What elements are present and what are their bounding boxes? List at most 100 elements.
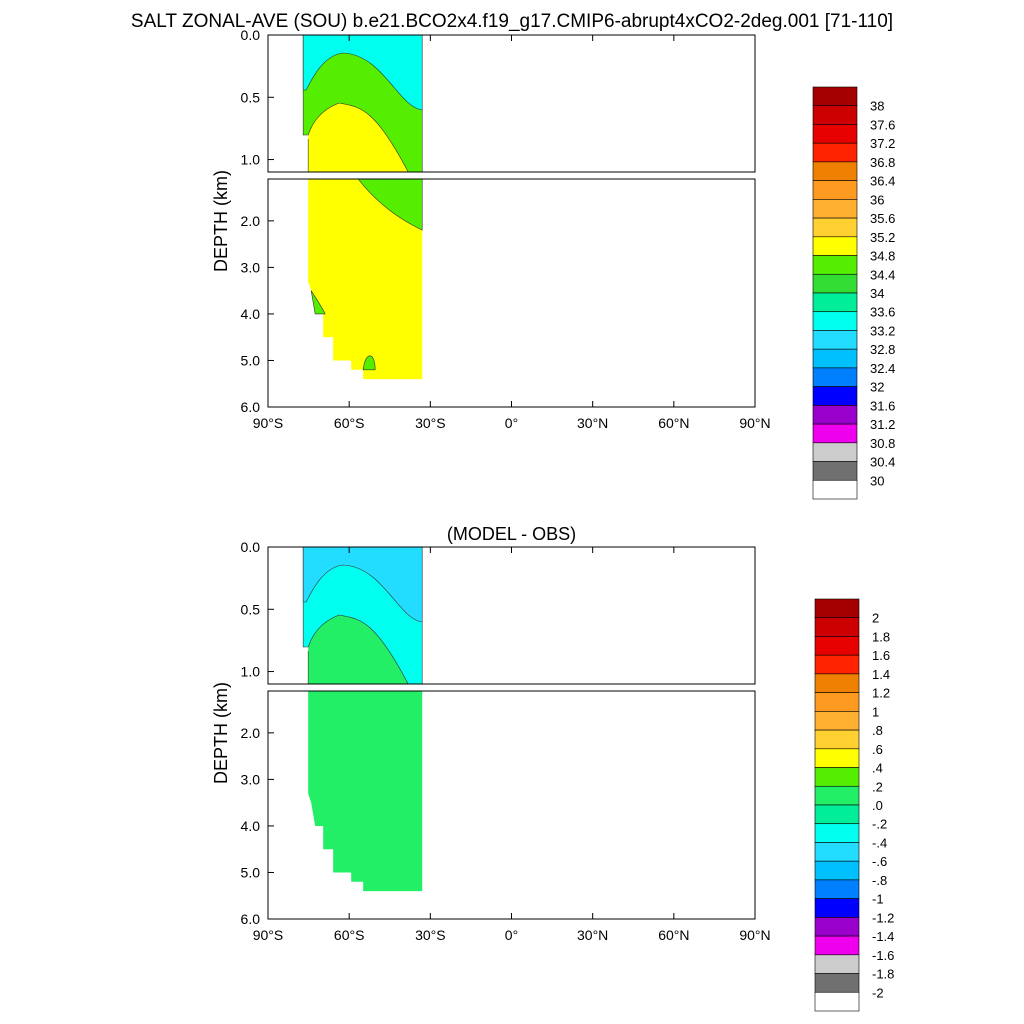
- colorbar-swatch: [814, 729, 860, 750]
- colorbar-label: -2: [872, 985, 884, 1000]
- colorbar-label: .4: [872, 761, 883, 776]
- colorbar-swatch: [814, 879, 860, 899]
- y-tick-label: 3.0: [241, 259, 261, 275]
- colorbar-label: 37.6: [870, 117, 895, 132]
- colorbar-label: -.6: [872, 854, 887, 869]
- y-tick-label: 2.0: [241, 213, 261, 229]
- region-intermediate: [357, 179, 423, 231]
- colorbar-label: -1.8: [872, 967, 894, 982]
- colorbar-label: 30.8: [870, 436, 895, 451]
- colorbar: 38 37.6 37.2 36.8 36.4 36 35.6 35.2 34.8 34.4 34 33…: [812, 86, 895, 500]
- y-tick-label: 0.0: [241, 539, 261, 555]
- colorbar-swatch: [814, 673, 860, 693]
- x-tick-label: 0°: [505, 415, 518, 431]
- y-tick-label: 3.0: [241, 771, 261, 787]
- x-tick-label: 90°N: [739, 927, 770, 943]
- colorbar-label: -1.4: [872, 929, 894, 944]
- colorbar-swatch: [814, 785, 860, 806]
- colorbar-swatch: [812, 105, 858, 125]
- x-tick-label: 30°N: [577, 927, 608, 943]
- colorbar-swatch: [814, 935, 860, 956]
- colorbar-label: 37.2: [870, 136, 895, 151]
- x-tick-label: 60°S: [334, 927, 365, 943]
- colorbar-label: 30.4: [870, 455, 895, 470]
- colorbar-swatch: [812, 236, 858, 256]
- colorbar-label: 32.8: [870, 342, 895, 357]
- colorbar-swatch: [814, 711, 860, 731]
- colorbar-label: -1.6: [872, 948, 894, 963]
- colorbar-swatch: [812, 442, 858, 462]
- colorbar-label: 36.8: [870, 155, 895, 170]
- colorbar-swatch: [814, 842, 860, 862]
- colorbar-swatch: [812, 423, 858, 444]
- x-tick-label: 90°S: [253, 415, 284, 431]
- colorbar-label: 34: [870, 286, 884, 301]
- colorbar-swatch: [814, 636, 860, 656]
- region-intermediate: [310, 290, 326, 315]
- colorbar-swatch: [812, 86, 858, 107]
- colorbar-label: 31.2: [870, 417, 895, 432]
- colorbar-swatch: [814, 954, 860, 974]
- colorbar-label: 1.2: [872, 686, 890, 701]
- colorbar-swatch: [812, 142, 858, 163]
- chart-panel-model: 0.0 0.5 1.0 2.0 3.0 4.0 5.0 6.090°S 60°S 30°S 0° 30…: [211, 27, 895, 500]
- colorbar-label: -1.2: [872, 910, 894, 925]
- upper-fill: [302, 547, 423, 684]
- colorbar-label: 1: [872, 704, 879, 719]
- y-tick-label: 1.0: [241, 664, 261, 680]
- y-tick-label: 2.0: [241, 725, 261, 741]
- colorbar-swatch: [812, 255, 858, 275]
- colorbar-swatch: [814, 654, 860, 675]
- colorbar-label: 34.4: [870, 267, 895, 282]
- x-tick-label: 90°S: [253, 927, 284, 943]
- colorbar-swatch: [812, 199, 858, 219]
- colorbar-swatch: [812, 124, 858, 144]
- colorbar-swatch: [814, 804, 860, 825]
- colorbar-swatch: [814, 748, 860, 768]
- colorbar-label: 31.6: [870, 398, 895, 413]
- y-tick-label: 0.5: [241, 601, 261, 617]
- lower-fill: [308, 179, 423, 380]
- y-tick-label: 0.5: [241, 89, 261, 105]
- y-axis-label: DEPTH (km): [211, 682, 231, 784]
- colorbar-swatch: [814, 617, 860, 637]
- region-deep-water: [308, 691, 423, 892]
- colorbar-label: 36: [870, 192, 884, 207]
- colorbar-swatch: [814, 917, 860, 937]
- colorbar-label: 1.4: [872, 667, 890, 682]
- x-tick-label: 30°N: [577, 415, 608, 431]
- colorbar-swatch: [812, 367, 858, 387]
- x-tick-label: 30°S: [415, 927, 446, 943]
- y-tick-label: 5.0: [241, 352, 261, 368]
- x-tick-label: 0°: [505, 927, 518, 943]
- colorbar-label: -.8: [872, 873, 887, 888]
- region-surface: [302, 547, 423, 623]
- colorbar-swatch: [812, 217, 858, 238]
- y-axis-label: DEPTH (km): [211, 170, 231, 272]
- colorbar-label: 32: [870, 380, 884, 395]
- colorbar-label: .8: [872, 723, 883, 738]
- x-tick-label: 60°N: [658, 927, 689, 943]
- colorbar-label: .6: [872, 742, 883, 757]
- panels: 0.00.51.02.03.04.05.06.090°S 60°S 30°S 0° 30…: [211, 27, 895, 1012]
- y-tick-label: 0.0: [241, 27, 261, 43]
- colorbar-label: 1.6: [872, 648, 890, 663]
- colorbar-swatch: [812, 405, 858, 425]
- colorbar-swatch: [812, 479, 858, 500]
- colorbar-label: .0: [872, 798, 883, 813]
- region-surface: [302, 35, 423, 111]
- colorbar-label: -.2: [872, 817, 887, 832]
- x-tick-label: 60°S: [334, 415, 365, 431]
- region-intermediate: [362, 355, 376, 371]
- colorbar-swatch: [814, 823, 860, 843]
- colorbar-label: 2: [872, 611, 879, 626]
- y-tick-label: 6.0: [241, 911, 261, 927]
- colorbar-label: 30: [870, 473, 884, 488]
- colorbar-label: 34.8: [870, 249, 895, 264]
- colorbar-swatch: [814, 898, 860, 918]
- colorbar-swatch: [814, 973, 860, 993]
- colorbar-swatch: [812, 292, 858, 313]
- colorbar-label: -.4: [872, 835, 887, 850]
- y-tick-label: 4.0: [241, 306, 261, 322]
